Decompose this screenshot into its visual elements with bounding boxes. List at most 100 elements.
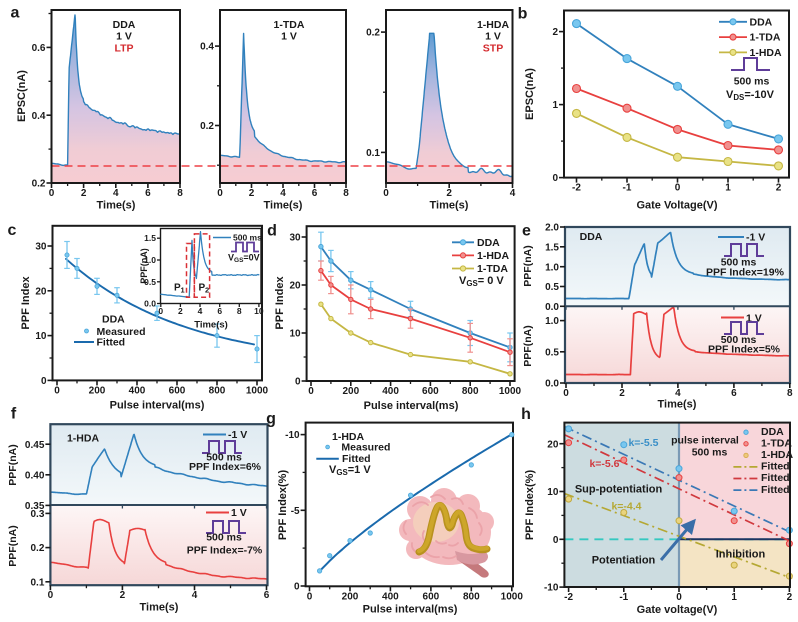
svg-text:Gate Voltage(V): Gate Voltage(V)	[636, 200, 717, 212]
svg-text:0.4: 0.4	[32, 111, 46, 122]
svg-text:PPF Index=19%: PPF Index=19%	[706, 267, 785, 279]
svg-text:Time(s): Time(s)	[140, 602, 179, 614]
svg-text:VGS=0V: VGS=0V	[228, 253, 260, 265]
svg-text:Fitted: Fitted	[761, 461, 790, 473]
svg-text:0: 0	[675, 183, 681, 194]
svg-text:0.0: 0.0	[144, 299, 156, 309]
svg-text:4: 4	[280, 188, 286, 199]
svg-text:6: 6	[312, 188, 318, 199]
svg-text:b: b	[518, 6, 528, 23]
svg-text:Pulse interval(ms): Pulse interval(ms)	[363, 604, 458, 616]
svg-text:20: 20	[289, 281, 301, 292]
svg-text:8: 8	[177, 188, 183, 199]
svg-text:4: 4	[675, 388, 681, 399]
svg-text:PPF Index=5%: PPF Index=5%	[708, 344, 781, 356]
svg-text:1-TDA: 1-TDA	[750, 32, 781, 44]
svg-text:-2: -2	[564, 592, 573, 603]
svg-text:PPF Index(%): PPF Index(%)	[524, 470, 536, 541]
svg-text:DDA: DDA	[477, 237, 500, 249]
svg-text:0: 0	[552, 173, 558, 184]
svg-text:0: 0	[295, 377, 301, 388]
svg-text:0: 0	[553, 535, 559, 546]
svg-text:10: 10	[35, 331, 47, 342]
svg-text:STP: STP	[483, 42, 503, 54]
svg-text:0.40: 0.40	[25, 470, 45, 481]
svg-text:1-HDA: 1-HDA	[477, 250, 510, 262]
svg-text:DDA: DDA	[580, 231, 603, 243]
svg-text:k=-5.5: k=-5.5	[628, 437, 658, 449]
svg-text:1000: 1000	[246, 385, 269, 396]
svg-text:Pulse interval(ms): Pulse interval(ms)	[364, 400, 459, 412]
svg-text:Fitted: Fitted	[342, 453, 371, 465]
svg-text:0: 0	[49, 188, 55, 199]
svg-text:0.1: 0.1	[30, 577, 44, 588]
svg-text:800: 800	[462, 386, 479, 397]
svg-text:g: g	[266, 411, 276, 428]
svg-text:Measured: Measured	[97, 326, 146, 338]
svg-text:k=-5.6: k=-5.6	[589, 458, 619, 470]
svg-text:EPSC(nA): EPSC(nA)	[524, 68, 536, 120]
svg-text:1.5: 1.5	[144, 233, 156, 243]
svg-text:Fitted: Fitted	[97, 336, 126, 348]
svg-text:2: 2	[776, 183, 782, 194]
svg-text:500 ms: 500 ms	[734, 76, 770, 88]
svg-text:1.5: 1.5	[545, 242, 559, 253]
svg-text:1-HDA: 1-HDA	[67, 433, 100, 445]
svg-text:1: 1	[181, 286, 185, 295]
svg-text:400: 400	[382, 386, 399, 397]
svg-text:1-HDA: 1-HDA	[750, 47, 783, 59]
svg-text:6: 6	[217, 306, 222, 316]
svg-text:400: 400	[129, 385, 146, 396]
svg-text:500 ms: 500 ms	[206, 452, 242, 464]
svg-text:PPF Index=6%: PPF Index=6%	[189, 461, 262, 473]
svg-text:Time(s): Time(s)	[97, 200, 136, 212]
svg-text:f: f	[11, 406, 17, 423]
svg-text:1.0: 1.0	[545, 316, 559, 327]
svg-text:2: 2	[120, 590, 126, 601]
svg-text:Pulse interval(ms): Pulse interval(ms)	[110, 400, 205, 412]
svg-text:PPF(nA): PPF(nA)	[7, 444, 19, 485]
svg-text:0.0: 0.0	[545, 379, 559, 390]
svg-text:500 ms: 500 ms	[721, 257, 757, 269]
svg-text:0.5: 0.5	[545, 282, 559, 293]
svg-text:20: 20	[547, 439, 559, 450]
svg-text:P: P	[199, 283, 206, 294]
svg-text:2: 2	[619, 388, 625, 399]
svg-text:0: 0	[307, 591, 313, 602]
svg-text:0: 0	[308, 386, 314, 397]
svg-text:Sup-potentiation: Sup-potentiation	[575, 484, 663, 496]
svg-text:0: 0	[676, 592, 682, 603]
svg-text:1: 1	[725, 183, 731, 194]
svg-text:0.2: 0.2	[200, 121, 214, 132]
svg-text:6: 6	[264, 590, 270, 601]
svg-text:2: 2	[446, 188, 452, 199]
svg-text:DDA: DDA	[761, 426, 784, 438]
svg-text:4: 4	[113, 188, 119, 199]
svg-text:1 V: 1 V	[116, 31, 132, 43]
svg-text:PPF Index(%): PPF Index(%)	[277, 470, 289, 541]
svg-text:-1 V: -1 V	[228, 429, 247, 441]
svg-text:1-TDA: 1-TDA	[274, 19, 305, 31]
svg-text:200: 200	[342, 591, 359, 602]
svg-text:Time(s): Time(s)	[658, 399, 697, 411]
svg-text:0: 0	[294, 582, 300, 593]
svg-text:6: 6	[731, 388, 737, 399]
svg-text:Time(s): Time(s)	[430, 200, 469, 212]
svg-text:Fitted: Fitted	[761, 472, 790, 484]
svg-text:200: 200	[342, 386, 359, 397]
svg-text:PPF Index: PPF Index	[274, 276, 286, 330]
svg-text:0: 0	[217, 188, 223, 199]
svg-text:Gate voltage(V): Gate voltage(V)	[637, 604, 718, 616]
svg-text:d: d	[267, 223, 277, 240]
svg-text:0: 0	[41, 376, 47, 387]
svg-text:DDA: DDA	[113, 19, 136, 31]
svg-text:c: c	[8, 222, 17, 239]
svg-text:Time(s): Time(s)	[194, 320, 228, 331]
svg-text:500 ms: 500 ms	[692, 447, 728, 459]
svg-text:0: 0	[158, 306, 163, 316]
svg-text:10: 10	[547, 487, 559, 498]
svg-text:4: 4	[198, 306, 203, 316]
svg-text:PPF(nA): PPF(nA)	[522, 325, 534, 366]
svg-text:4: 4	[192, 590, 198, 601]
svg-text:VGS= 0 V: VGS= 0 V	[459, 275, 504, 288]
